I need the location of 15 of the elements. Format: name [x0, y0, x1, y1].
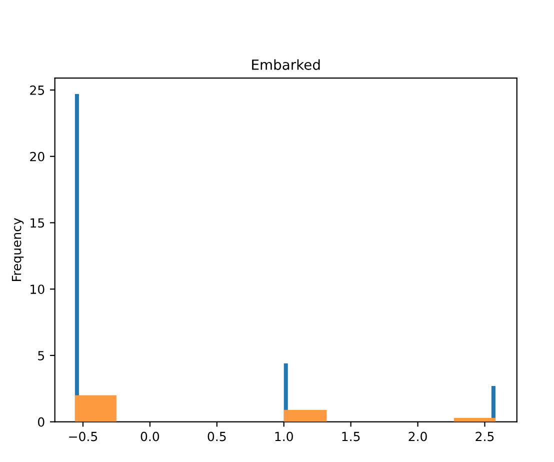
- y-tick-label: 10: [30, 284, 44, 294]
- y-tick-label: 5: [38, 351, 44, 360]
- x-tick-label: 0.0: [140, 432, 160, 442]
- x-tick-label: 2.0: [408, 432, 427, 442]
- chart-title: Embarked: [252, 59, 320, 70]
- y-axis-title: Frequency: [12, 218, 24, 282]
- y-tick-label: 25: [30, 85, 44, 95]
- y-tick-label: 15: [30, 218, 44, 228]
- x-tick-label: 2.5: [476, 432, 494, 442]
- x-tick-label: −0.5: [69, 432, 98, 442]
- y-tick-label: 0: [38, 417, 44, 427]
- x-tick-label: 0.5: [208, 432, 226, 442]
- x-tick-label: 1.5: [342, 432, 360, 442]
- x-tick-label: 1.0: [275, 432, 293, 442]
- y-tick-label: 20: [30, 152, 44, 162]
